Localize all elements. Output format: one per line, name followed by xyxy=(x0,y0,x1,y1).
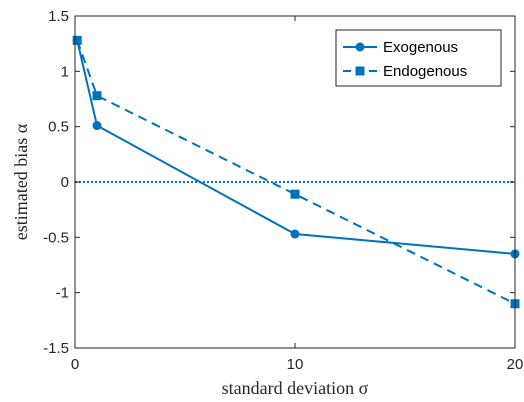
legend-box xyxy=(335,29,502,87)
y-tick-label-4: -0.5 xyxy=(43,229,69,246)
axis-ticks: 0 10 20 1.5 1 0.5 0 -0.5 -1 -1.5 xyxy=(43,8,523,373)
point-exogenous-2 xyxy=(290,229,300,239)
y-tick-label-6: -1.5 xyxy=(43,340,69,357)
y-tick-label-5: -1 xyxy=(56,285,69,302)
x-tick-label-1: 10 xyxy=(287,356,304,373)
legend-label-exogenous: Exogenous xyxy=(383,39,458,56)
y-tick-label-2: 0.5 xyxy=(48,119,69,136)
point-exogenous-1 xyxy=(92,121,102,131)
y-tick-label-3: 0 xyxy=(61,174,69,191)
legend-marker-endogenous xyxy=(355,66,365,76)
x-tick-label-0: 0 xyxy=(71,356,79,373)
y-tick-label-0: 1.5 xyxy=(48,8,69,25)
point-endogenous-1 xyxy=(92,91,102,101)
x-axis-label: standard deviation σ xyxy=(222,378,369,398)
series-line-exogenous xyxy=(76,40,516,255)
x-tick-label-2: 20 xyxy=(507,356,524,373)
legend-label-endogenous: Endogenous xyxy=(383,63,467,80)
legend: Exogenous Endogenous xyxy=(335,29,502,87)
series-line-endogenous xyxy=(76,40,516,305)
point-endogenous-0 xyxy=(72,35,82,45)
point-endogenous-2 xyxy=(290,189,300,199)
y-axis-label: estimated bias α xyxy=(11,123,31,240)
legend-marker-exogenous xyxy=(355,42,365,52)
y-tick-label-1: 1 xyxy=(61,63,69,80)
